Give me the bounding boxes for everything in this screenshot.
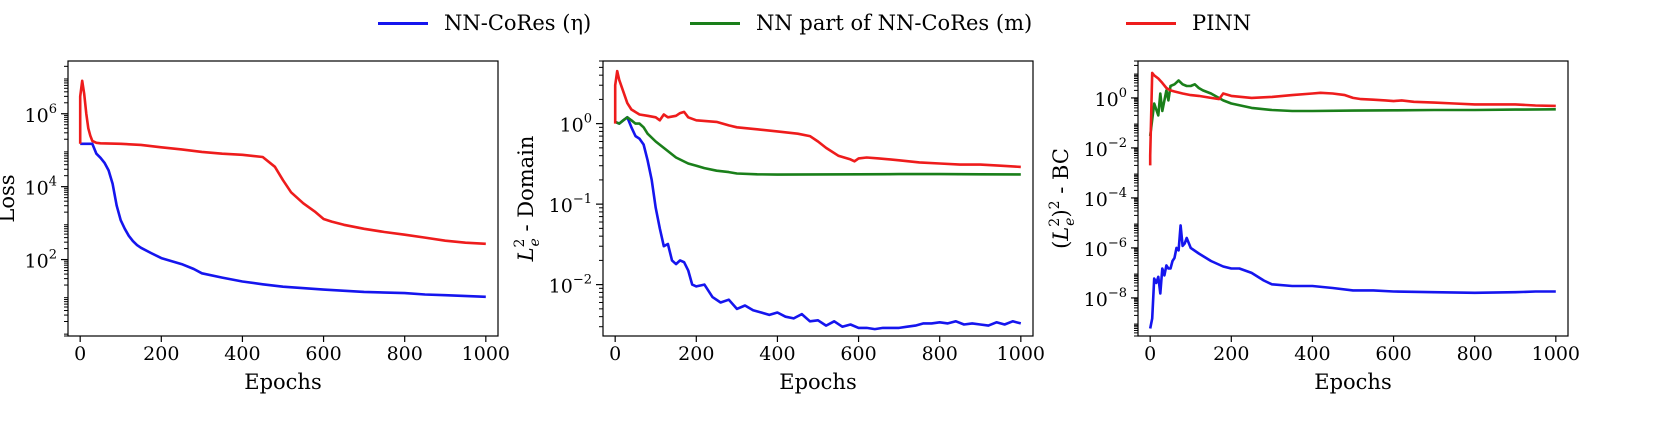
series-line-nn-cores <box>80 142 486 299</box>
x-tick-label: 600 <box>305 343 341 365</box>
series-line-pinn <box>78 79 486 246</box>
plot-area-frame <box>602 60 1034 337</box>
x-tick-label: 600 <box>1375 343 1411 365</box>
y-axis-label: (L2e)2 - BC <box>1047 148 1078 249</box>
series-line-nn-part-of-nn-cores-m <box>1148 79 1556 137</box>
legend-label-nn-cores: NN-CoRes (η) <box>444 11 592 35</box>
x-axis-label: Epochs <box>244 370 321 394</box>
legend-item-nn-cores: NN-CoRes (η) <box>378 8 591 38</box>
y-tick-label: 106 <box>25 101 57 127</box>
y-tick-label: 10−2 <box>549 272 592 298</box>
y-tick-label: 10−1 <box>549 192 592 218</box>
legend-item-nn-part: NN part of NN-CoRes (m) <box>690 8 1032 38</box>
x-tick-label: 600 <box>840 343 876 365</box>
legend: NN-CoRes (η) NN part of NN-CoRes (m) PIN… <box>0 0 1661 44</box>
x-tick-label: 1000 <box>462 343 510 365</box>
y-tick-label: 104 <box>25 174 57 200</box>
y-tick-label: 102 <box>25 247 57 273</box>
x-tick-label: 1000 <box>1532 343 1580 365</box>
legend-swatch-nn-cores <box>378 21 428 25</box>
y-tick-label: 100 <box>1095 85 1127 111</box>
x-axis-label: Epochs <box>779 370 856 394</box>
series-line-pinn <box>1148 71 1556 166</box>
x-tick-label: 0 <box>1144 343 1156 365</box>
series-line-nn-cores <box>614 116 1022 331</box>
legend-swatch-pinn <box>1126 21 1176 25</box>
x-tick-label: 0 <box>74 343 86 365</box>
legend-item-pinn: PINN <box>1126 8 1251 38</box>
x-tick-label: 1000 <box>997 343 1045 365</box>
x-tick-label: 400 <box>759 343 795 365</box>
x-tick-label: 200 <box>143 343 179 365</box>
y-tick-label: 10−8 <box>1084 285 1127 311</box>
y-tick-label: 10−4 <box>1084 185 1127 211</box>
x-tick-label: 400 <box>1294 343 1330 365</box>
legend-label-nn-part: NN part of NN-CoRes (m) <box>756 11 1033 35</box>
plot-area-frame <box>1137 60 1569 337</box>
chart-panel-loss: 0 200 400 600 800 1000 102 104 106 Epochs Loss <box>0 60 510 394</box>
x-tick-label: 200 <box>678 343 714 365</box>
x-tick-label: 200 <box>1213 343 1249 365</box>
series-line-nn-cores <box>1148 224 1556 329</box>
y-tick-label: 10−6 <box>1084 235 1127 261</box>
legend-swatch-nn-part <box>690 21 740 25</box>
x-tick-label: 0 <box>609 343 621 365</box>
y-tick-label: 100 <box>560 111 592 136</box>
y-tick-label: 10−2 <box>1084 135 1127 161</box>
x-tick-label: 800 <box>387 343 423 365</box>
series-line-pinn <box>613 69 1021 169</box>
x-tick-label: 800 <box>1457 343 1493 365</box>
x-axis-label: Epochs <box>1314 370 1391 394</box>
chart-panel-domain: 0 200 400 600 800 1000 10−2 10−1 100 Epochs L2e - … <box>512 60 1045 394</box>
plot-area-frame <box>67 60 499 337</box>
x-tick-label: 400 <box>224 343 260 365</box>
legend-label-pinn: PINN <box>1192 11 1252 35</box>
y-axis-label: L2e - Domain <box>512 136 543 263</box>
series-line-nn-part-of-nn-cores-m <box>614 116 1021 176</box>
chart-panel-bc: 0 200 400 600 800 1000 10−8 10−6 10−4 10−2 100 Epoc… <box>1047 60 1580 394</box>
x-tick-label: 800 <box>922 343 958 365</box>
y-axis-label: Loss <box>0 174 19 222</box>
